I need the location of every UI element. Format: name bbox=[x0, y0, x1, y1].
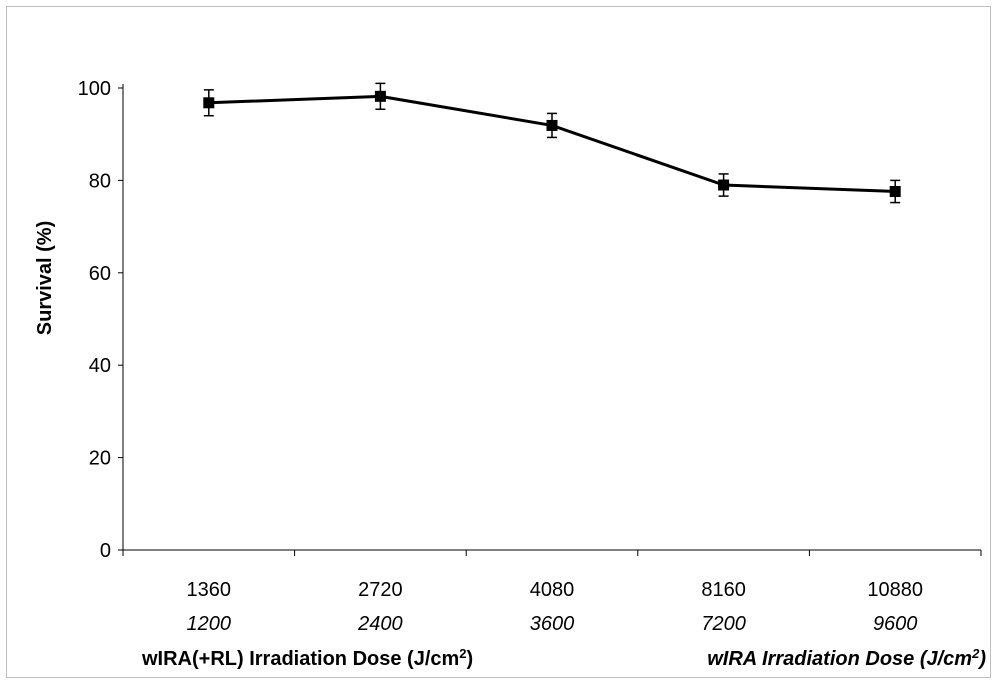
x-axis-title-primary: wIRA(+RL) Irradiation Dose (J/cm2) bbox=[141, 646, 473, 671]
x-tick-label: 1360 bbox=[187, 579, 232, 601]
y-tick-label: 0 bbox=[100, 540, 111, 562]
y-tick-label: 40 bbox=[89, 355, 111, 377]
x-axis-title-secondary-close: ) bbox=[977, 648, 986, 670]
y-tick-label: 20 bbox=[89, 448, 111, 470]
x-axis-title-primary-sup: 2 bbox=[459, 646, 466, 661]
x-tick-label: 4080 bbox=[530, 579, 575, 601]
chart-frame: 0 20 40 60 80 100 1360 2720 4080 8160 10880 1200 24… bbox=[6, 6, 991, 678]
y-axis-title: Survival (%) bbox=[34, 221, 56, 335]
chart-svg: 0 20 40 60 80 100 1360 2720 4080 8160 10880 1200 24… bbox=[34, 78, 986, 671]
x-tick-label-secondary: 3600 bbox=[530, 613, 575, 635]
data-point bbox=[889, 185, 901, 197]
x-axis-title-secondary: wIRA Irradiation Dose (J/cm2) bbox=[707, 646, 986, 671]
x-axis-title-primary-close: ) bbox=[467, 648, 474, 670]
y-ticks: 0 20 40 60 80 100 bbox=[78, 78, 123, 562]
series-line bbox=[208, 94, 896, 193]
axes bbox=[122, 84, 981, 551]
x-axis-title-secondary-main: wIRA Irradiation Dose (J/cm bbox=[707, 648, 972, 670]
x-tick-label-secondary: 1200 bbox=[187, 613, 232, 635]
x-axis-title-secondary-sup: 2 bbox=[971, 646, 980, 661]
x-tick-label-secondary: 7200 bbox=[701, 613, 746, 635]
data-point bbox=[203, 97, 215, 109]
x-tick-label: 10880 bbox=[867, 579, 923, 601]
x-ticks: 1360 2720 4080 8160 10880 1200 2400 3600 7200 960… bbox=[122, 550, 982, 635]
data-point bbox=[546, 119, 558, 131]
y-tick-label: 80 bbox=[89, 170, 111, 192]
x-tick-label: 8160 bbox=[701, 579, 746, 601]
data-point bbox=[374, 90, 386, 102]
x-tick-label-secondary: 2400 bbox=[357, 613, 403, 635]
x-axis-title-primary-main: wIRA(+RL) Irradiation Dose (J/cm bbox=[141, 648, 459, 670]
y-tick-label: 100 bbox=[78, 78, 111, 100]
y-tick-label: 60 bbox=[89, 263, 111, 285]
x-tick-label: 2720 bbox=[358, 579, 403, 601]
x-tick-label-secondary: 9600 bbox=[873, 613, 918, 635]
data-series bbox=[203, 82, 901, 204]
data-point bbox=[718, 179, 730, 191]
